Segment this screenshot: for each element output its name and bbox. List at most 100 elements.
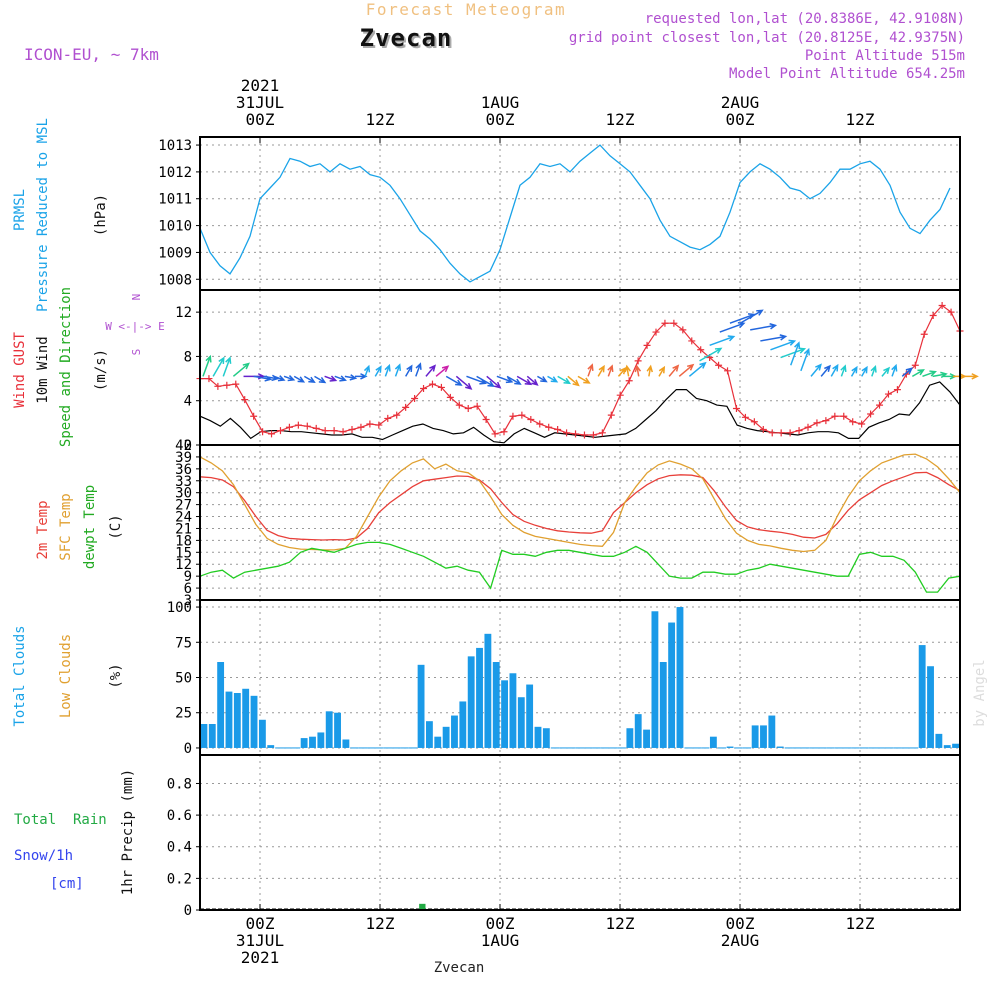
cloud-bar <box>309 736 316 748</box>
bottom-time-label: 00Z <box>486 914 515 933</box>
cloud-bar <box>501 680 509 748</box>
bottom-time-label: 31JUL <box>236 931 284 950</box>
gust-marker <box>420 385 428 393</box>
cloud-bar <box>317 732 325 748</box>
label-snow: Snow/1h <box>14 848 73 864</box>
cloud-bar <box>668 622 676 748</box>
gust-marker <box>831 412 839 420</box>
gust-marker <box>482 416 490 424</box>
wind-direction-arrow <box>567 375 580 387</box>
wind-direction-arrow <box>212 356 225 377</box>
station-name: Zvecan <box>362 26 455 54</box>
gust-marker <box>446 393 454 401</box>
wind-direction-arrow <box>222 356 232 377</box>
wind-direction-arrow <box>770 339 797 351</box>
cloud-bar <box>417 664 425 748</box>
cloud-bar <box>476 647 483 748</box>
cloud-bar <box>751 725 759 748</box>
label-celsius: (C) <box>108 514 124 539</box>
gust-marker <box>384 414 392 422</box>
compass-s: S <box>130 349 143 356</box>
cloud-bar <box>459 701 467 748</box>
cloud-bar <box>943 745 951 748</box>
gust-marker <box>822 417 830 425</box>
wind-direction-arrow <box>624 364 631 377</box>
wind-direction-arrow <box>861 365 868 377</box>
gust-marker <box>688 337 696 345</box>
cloud-bar <box>709 736 717 748</box>
gust-marker <box>223 381 231 389</box>
compass-n: N <box>130 294 143 301</box>
gust-marker <box>276 427 284 435</box>
bottom-time-label: 00Z <box>726 914 755 933</box>
gust-marker <box>920 330 928 338</box>
gust-marker <box>938 302 946 309</box>
gust-marker <box>527 416 535 424</box>
wind-direction-arrow <box>394 363 402 377</box>
wind-tick-label: 0 <box>184 438 192 454</box>
wind-direction-arrow <box>405 364 413 377</box>
wind-direction-arrow <box>202 354 212 377</box>
gust-marker <box>339 428 347 436</box>
wind-direction-arrow <box>344 374 358 381</box>
wind-direction-arrow <box>688 361 707 377</box>
wind-direction-arrow <box>273 375 286 382</box>
gust-marker <box>509 412 517 420</box>
cloud-bar <box>492 662 500 748</box>
top-time-label: 00Z <box>246 110 275 129</box>
cloud-bar <box>626 728 634 748</box>
gust-marker <box>589 431 597 439</box>
temperature-tick-label: 39 <box>175 450 192 466</box>
cloud-bar <box>651 611 659 748</box>
gust-marker <box>545 423 553 431</box>
gust-marker <box>652 328 660 336</box>
wind-direction-arrow <box>617 367 627 377</box>
bottom-time-label: 2021 <box>241 948 280 967</box>
gust-marker <box>804 423 812 431</box>
gust-marker <box>643 341 651 349</box>
wind-direction-arrow <box>830 363 839 377</box>
label-total-rain: Total Rain <box>14 812 107 828</box>
pressure-tick-label: 1012 <box>158 165 192 181</box>
grid-coords: grid point closest lon,lat (20.8125E, 42… <box>569 30 965 46</box>
gust-marker <box>428 380 436 388</box>
clouds-tick-label: 25 <box>175 706 192 722</box>
gust-marker <box>670 319 678 327</box>
wind-direction-arrow <box>415 362 422 377</box>
gust-marker <box>455 401 463 409</box>
wind-direction-arrow <box>232 362 250 377</box>
label-dewpt-temp: dewpt Temp <box>82 485 98 569</box>
gust-marker <box>616 391 624 399</box>
cloud-bar <box>768 715 776 748</box>
station-name-front: Zvecan <box>360 24 453 52</box>
wind-direction-arrow <box>790 341 801 366</box>
credit-text: by Angel <box>972 659 988 726</box>
clouds-tick-label: 75 <box>175 635 192 651</box>
wind-direction-arrow <box>547 375 559 383</box>
cloud-bar <box>634 714 642 748</box>
wind-direction-arrow <box>646 364 653 377</box>
cloud-bar <box>250 695 258 748</box>
dewpoint-line <box>199 541 961 593</box>
gust-marker <box>554 426 562 433</box>
wind-direction-arrow <box>314 375 327 384</box>
top-time-label: 12Z <box>606 110 635 129</box>
gust-marker <box>715 361 723 369</box>
wind-direction-arrow <box>476 375 495 387</box>
gust-marker <box>312 424 320 432</box>
rain-bar <box>419 903 426 910</box>
wind-direction-arrow <box>901 367 914 377</box>
precip-tick-label: 0 <box>184 903 192 919</box>
wind-direction-arrow <box>607 364 614 377</box>
cloud-bar <box>225 691 233 748</box>
gust-marker <box>303 422 311 430</box>
wind-direction-arrow <box>506 375 522 385</box>
precip-tick-label: 0.6 <box>167 808 192 824</box>
wind-direction-arrow <box>668 364 680 377</box>
temp-2m-line <box>199 471 961 541</box>
gust-marker <box>813 419 821 427</box>
wind-tick-label: 8 <box>184 349 192 365</box>
wind-direction-arrow <box>587 363 594 377</box>
precip-tick-label: 0.4 <box>167 840 192 856</box>
wind-direction-arrow <box>577 375 591 384</box>
